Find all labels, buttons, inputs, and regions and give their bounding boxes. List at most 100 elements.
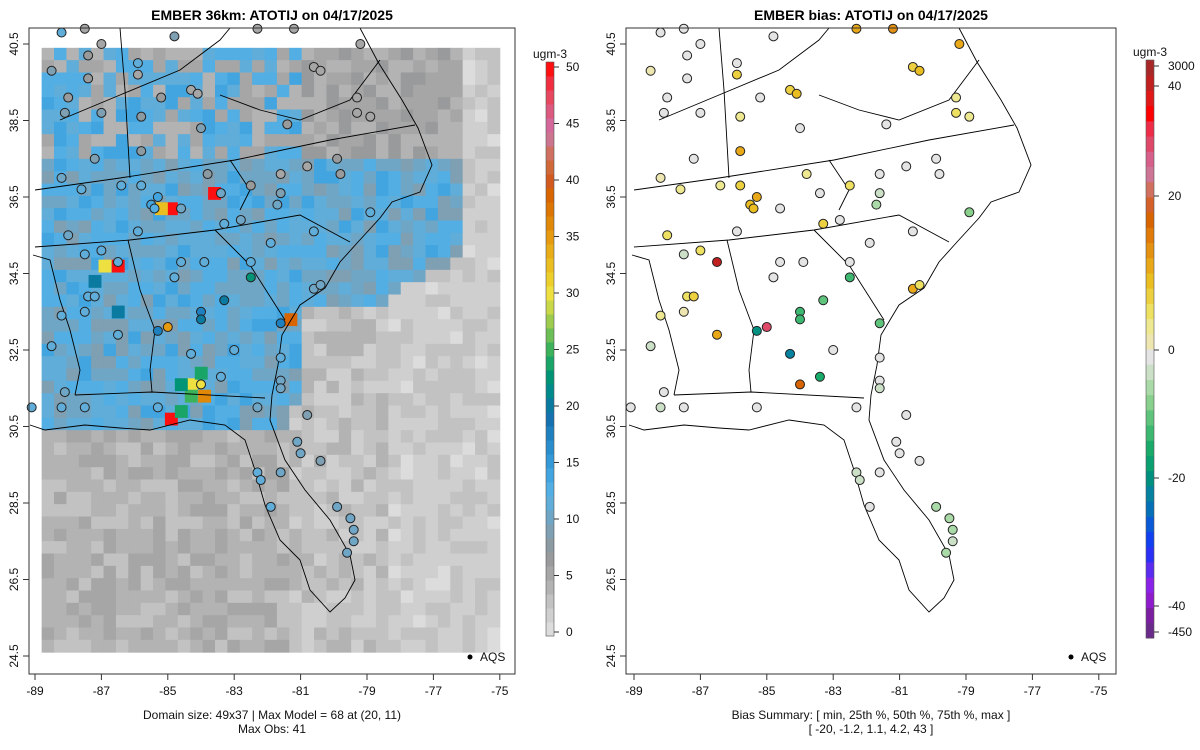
grid-cell [375, 393, 389, 407]
grid-cell [54, 343, 67, 357]
grid-cell [301, 47, 315, 61]
grid-cell [400, 257, 414, 271]
grid-cell [338, 565, 352, 579]
grid-cell [351, 590, 365, 604]
grid-cell [239, 380, 253, 394]
boundary-line [628, 27, 1032, 613]
station-marker [272, 199, 283, 210]
grid-cell [153, 134, 166, 147]
station-marker [83, 73, 94, 84]
grid-cell [227, 356, 241, 370]
grid-cell [103, 356, 117, 370]
station-marker [695, 245, 706, 256]
colorbar-swatch [546, 314, 554, 329]
grid-cell [301, 245, 315, 258]
grid-cell [128, 528, 142, 542]
grid-cell [54, 442, 67, 456]
grid-cell [177, 331, 191, 345]
grid-cell [400, 232, 414, 246]
grid-cell [264, 60, 278, 73]
grid-cell [475, 183, 488, 197]
station-marker [365, 207, 376, 218]
grid-cell [202, 109, 216, 123]
grid-cell [66, 504, 80, 518]
grid-cell [425, 541, 439, 555]
grid-cell [239, 454, 253, 468]
station-marker [791, 88, 802, 99]
grid-cell [153, 60, 166, 73]
grid-cell [351, 627, 365, 641]
grid-cell [338, 602, 352, 616]
grid-cell [475, 356, 488, 370]
grid-cell [289, 516, 303, 530]
colorbar-swatch [546, 132, 554, 147]
station-marker [662, 92, 673, 103]
grid-cell [153, 467, 166, 481]
grid-cell [276, 479, 290, 493]
grid-cell [264, 442, 278, 456]
grid-cell [66, 368, 80, 382]
grid-cell [276, 541, 290, 555]
grid-cell [190, 232, 204, 246]
grid-cell [276, 97, 290, 110]
grid-cell [239, 541, 253, 555]
grid-cell [91, 516, 105, 530]
station-marker [63, 230, 74, 241]
grid-cell [103, 220, 117, 234]
grid-cell [400, 245, 414, 258]
grid-cell [425, 393, 439, 407]
grid-cell [437, 454, 451, 468]
grid-cell [276, 134, 290, 147]
grid-cell [289, 60, 303, 73]
grid-cell [413, 565, 427, 579]
grid-cell [450, 47, 464, 61]
grid-cell [437, 306, 451, 320]
station-marker [864, 501, 875, 512]
grid-cell [462, 158, 476, 172]
grid-cell [462, 109, 476, 123]
grid-cell [165, 516, 179, 530]
grid-cell [153, 220, 166, 234]
station-marker [795, 314, 805, 325]
grid-cell [301, 491, 315, 505]
grid-cell [475, 627, 488, 641]
grid-cell [54, 158, 67, 172]
x-tick-label: -83 [825, 684, 843, 698]
station-marker [235, 214, 246, 225]
grid-cell [487, 528, 501, 542]
grid-cell [177, 121, 191, 135]
grid-cell [128, 97, 142, 110]
grid-cell [153, 578, 166, 592]
grid-cell [128, 380, 142, 394]
grid-cell [375, 590, 389, 604]
colorbar-swatch [546, 608, 554, 623]
grid-cell [202, 146, 216, 160]
grid-cell [338, 306, 352, 320]
grid-cell [437, 430, 451, 444]
grid-cell [214, 627, 228, 641]
grid-cell [375, 430, 389, 444]
station-marker [934, 169, 945, 180]
bias-map-title: EMBER bias: ATOTIJ on 04/17/2025 [754, 7, 988, 23]
grid-cell [351, 430, 365, 444]
grid-cell [54, 331, 67, 345]
grid-cell [400, 442, 414, 456]
grid-cell [54, 245, 67, 258]
grid-cell [165, 84, 179, 98]
grid-cell [425, 134, 439, 147]
grid-cell [165, 430, 179, 444]
grid-cell [41, 578, 55, 592]
colorbar-swatch [546, 370, 554, 385]
grid-cell [276, 553, 290, 567]
grid-cell [128, 578, 142, 592]
grid-cell [202, 232, 216, 246]
grid-cell [115, 541, 129, 555]
station-marker [881, 119, 892, 130]
station-marker [655, 402, 666, 413]
grid-cell [115, 356, 129, 370]
grid-cell [66, 553, 80, 567]
aqs-legend-marker [467, 654, 473, 660]
grid-cell [190, 479, 204, 493]
grid-cell-hotspot [184, 389, 198, 403]
